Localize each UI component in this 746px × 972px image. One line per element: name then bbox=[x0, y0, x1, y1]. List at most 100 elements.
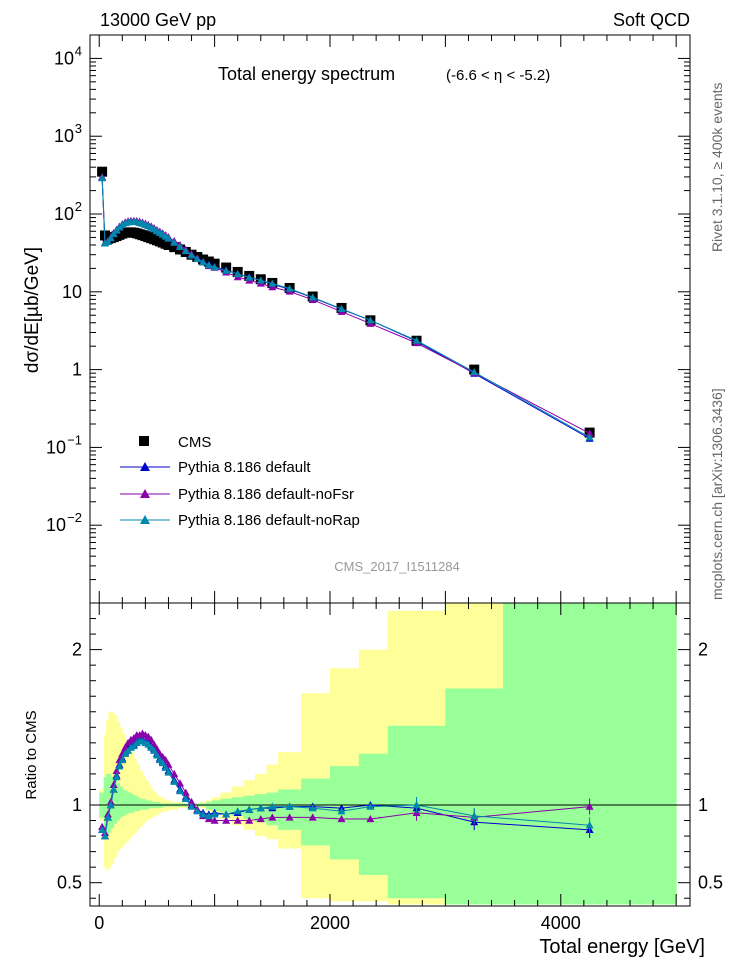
ratio-point-norap bbox=[103, 813, 112, 821]
ratio-point-nofsr bbox=[147, 735, 156, 743]
header-right: Soft QCD bbox=[613, 10, 690, 30]
green-band-bin bbox=[159, 803, 164, 809]
legend-marker-nofsr bbox=[140, 489, 150, 498]
point-norap bbox=[245, 273, 254, 281]
ratio-y-tick-label-right: 1 bbox=[698, 795, 708, 815]
ratio-point-nofsr bbox=[337, 814, 346, 823]
point-norap bbox=[103, 237, 112, 245]
green-band-bin bbox=[113, 780, 118, 824]
ratio-point-norap bbox=[115, 762, 124, 770]
ratio-point-nofsr bbox=[210, 816, 219, 824]
ratio-point-nofsr bbox=[222, 816, 231, 824]
ratio-point-norap bbox=[152, 751, 161, 759]
ratio-point-norap bbox=[101, 832, 109, 840]
analysis-watermark: CMS_2017_I1511284 bbox=[334, 559, 460, 574]
ratio-point-norap bbox=[233, 807, 242, 815]
chart-title: Total energy spectrum bbox=[218, 64, 395, 84]
ratio-point-nofsr bbox=[233, 816, 242, 824]
point-norap bbox=[164, 234, 173, 242]
mcplots-label: mcplots.cern.ch [arXiv:1306.3436] bbox=[709, 388, 725, 600]
main-y-tick-exponent: −2 bbox=[67, 510, 82, 525]
green-band-bin bbox=[220, 798, 233, 813]
ratio-frame bbox=[89, 602, 691, 907]
ratio-panel: 0.5 0.5 1 1 2 2 0 2000 4000 Ratio to CMS Total … bbox=[23, 602, 723, 958]
green-band-bin bbox=[330, 766, 360, 860]
ratio-point-norap bbox=[285, 802, 294, 810]
ratio-point-norap bbox=[366, 802, 375, 810]
green-band-bin bbox=[130, 794, 135, 813]
point-norap bbox=[256, 276, 265, 284]
ratio-point-nofsr bbox=[285, 813, 294, 821]
green-band-bin bbox=[128, 792, 132, 813]
green-band-bin bbox=[148, 800, 152, 809]
main-y-tick-label: 10 bbox=[46, 515, 66, 535]
point-norap bbox=[204, 261, 213, 269]
green-band-bin bbox=[358, 753, 389, 875]
legend-label-cms: CMS bbox=[178, 434, 211, 451]
point-norap bbox=[366, 316, 375, 324]
cms-data-point bbox=[169, 242, 180, 253]
main-x-ticks bbox=[98, 35, 677, 603]
ratio-y-tick-label: 0.5 bbox=[57, 873, 82, 893]
green-band-bin bbox=[122, 789, 126, 816]
ratio-point-norap bbox=[150, 746, 159, 754]
ratio-y-tick-label: 1 bbox=[72, 795, 82, 815]
green-band-bin bbox=[205, 801, 213, 810]
cms-data-point bbox=[97, 166, 108, 177]
main-series-group bbox=[97, 166, 595, 442]
ratio-point-nofsr bbox=[245, 816, 254, 824]
ratio-point-norap bbox=[308, 804, 317, 812]
ratio-point-nofsr bbox=[366, 814, 375, 823]
green-band-bin bbox=[136, 797, 141, 812]
green-band-bin bbox=[119, 786, 123, 818]
main-y-tick-label: 10 bbox=[46, 437, 66, 457]
point-nofsr bbox=[268, 283, 277, 291]
point-norap bbox=[106, 234, 115, 242]
main-y-tick-exponent: −1 bbox=[67, 432, 82, 447]
green-band-bin bbox=[116, 783, 120, 821]
legend-marker-cms bbox=[139, 436, 149, 446]
point-norap bbox=[181, 246, 190, 255]
legend: CMS Pythia 8.186 default Pythia 8.186 de… bbox=[120, 434, 360, 529]
ratio-point-nofsr bbox=[268, 813, 277, 821]
ratio-point-norap bbox=[98, 825, 107, 834]
ratio-point-norap bbox=[118, 755, 127, 764]
point-norap bbox=[199, 258, 208, 266]
ratio-x-tick-label: 2000 bbox=[310, 913, 350, 933]
ratio-point-norap bbox=[470, 811, 479, 820]
ratio-point-nofsr bbox=[585, 802, 594, 810]
main-y-tick-label: 10 bbox=[62, 282, 82, 302]
main-y-axis-label: dσ/dE[µb/GeV] bbox=[22, 247, 43, 373]
point-norap bbox=[176, 242, 184, 250]
ratio-point-norap bbox=[245, 805, 254, 813]
point-norap bbox=[285, 284, 294, 292]
main-y-tick-label: 10 bbox=[54, 48, 74, 68]
ratio-point-norap bbox=[256, 804, 265, 812]
ratio-point-nofsr bbox=[112, 766, 121, 775]
ratio-x-ticks: 0 2000 4000 bbox=[94, 603, 677, 933]
legend-label-norap: Pythia 8.186 default-noRap bbox=[178, 512, 360, 529]
main-y-tick-exponent: 4 bbox=[75, 43, 82, 58]
ratio-point-norap bbox=[181, 794, 190, 802]
point-norap bbox=[187, 251, 196, 259]
main-y-tick-label: 10 bbox=[54, 126, 74, 146]
green-band-bin bbox=[503, 603, 677, 905]
point-norap bbox=[98, 174, 107, 182]
legend-marker-default bbox=[140, 462, 150, 471]
ratio-bands bbox=[90, 603, 690, 905]
point-norap bbox=[308, 293, 317, 301]
ratio-x-tick-label: 4000 bbox=[541, 913, 581, 933]
point-norap bbox=[268, 279, 277, 287]
point-nofsr bbox=[585, 429, 594, 437]
point-norap bbox=[193, 254, 202, 263]
rivet-label: Rivet 3.1.10, ≥ 400k events bbox=[709, 82, 725, 252]
ratio-point-norap bbox=[585, 821, 594, 829]
ratio-point-norap bbox=[337, 807, 346, 815]
point-norap bbox=[170, 238, 179, 246]
green-band-bin bbox=[211, 800, 221, 812]
green-band-bin bbox=[301, 778, 331, 846]
point-norap bbox=[222, 266, 231, 274]
ratio-y-tick-label: 2 bbox=[72, 640, 82, 660]
point-norap bbox=[412, 336, 421, 344]
